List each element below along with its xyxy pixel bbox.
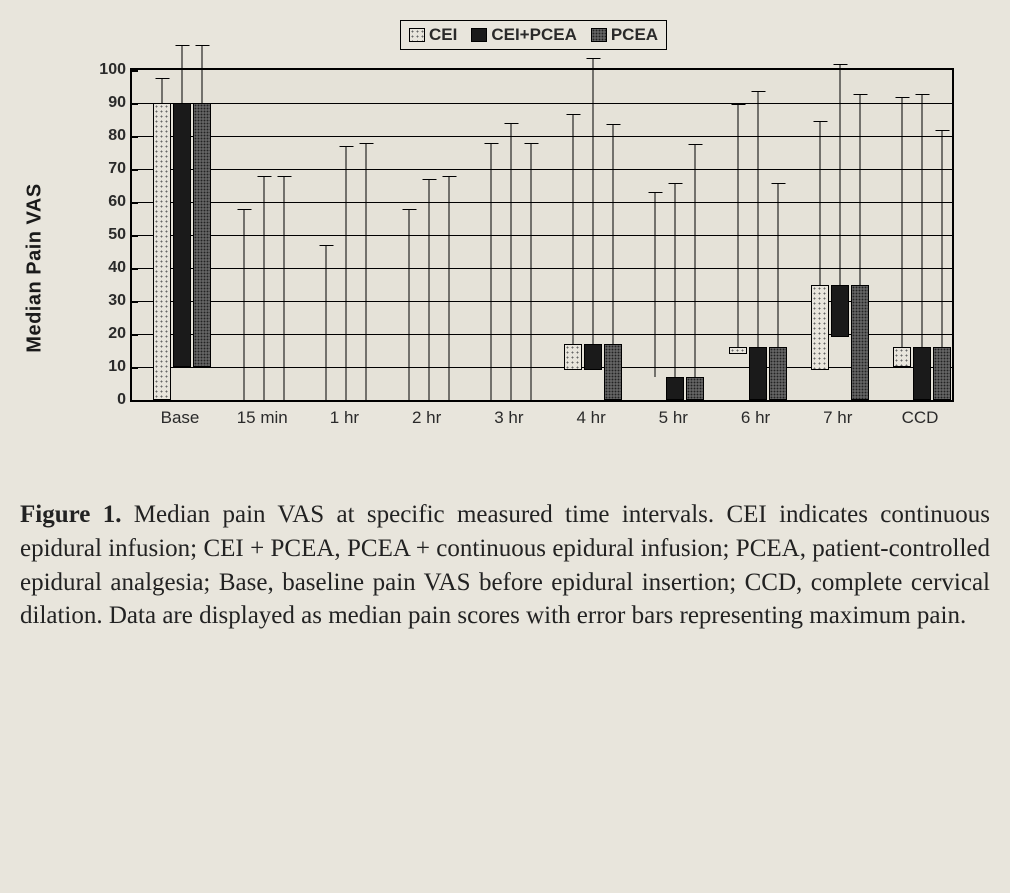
y-tick-label: 10 <box>108 358 132 376</box>
gridline <box>132 235 952 236</box>
error-bar <box>366 143 367 400</box>
legend-item: CEI <box>409 25 457 45</box>
error-bar <box>757 91 758 348</box>
error-bar <box>510 123 511 400</box>
gridline <box>132 103 952 104</box>
x-tick-label: 6 hr <box>741 408 770 428</box>
y-tick-label: 100 <box>99 61 132 79</box>
bar <box>729 347 747 354</box>
error-bar <box>819 121 820 286</box>
x-tick-label: CCD <box>902 408 939 428</box>
error-bar <box>655 192 656 377</box>
legend-item: PCEA <box>591 25 658 45</box>
error-bar <box>346 146 347 400</box>
error-bar <box>839 64 840 285</box>
bar <box>564 344 582 370</box>
bar <box>153 103 171 400</box>
error-bar <box>530 143 531 400</box>
x-tick-label: 7 hr <box>823 408 852 428</box>
bar <box>666 377 684 400</box>
y-tick-label: 40 <box>108 259 132 277</box>
error-bar <box>902 97 903 348</box>
gridline <box>132 136 952 137</box>
legend-item: CEI+PCEA <box>471 25 577 45</box>
bar-group <box>153 103 211 400</box>
x-tick-label: 5 hr <box>659 408 688 428</box>
bar <box>686 377 704 400</box>
bar <box>933 347 951 400</box>
legend-label: CEI <box>429 25 457 45</box>
error-bar <box>182 45 183 104</box>
bar-group <box>646 377 704 400</box>
bar-group <box>729 347 787 400</box>
figure-caption: Figure 1. Median pain VAS at specific me… <box>20 498 990 633</box>
y-tick-label: 70 <box>108 160 132 178</box>
bar-group <box>893 347 951 400</box>
figure-label: Figure 1. <box>20 501 121 528</box>
x-tick-label: 2 hr <box>412 408 441 428</box>
x-tick-label: 1 hr <box>330 408 359 428</box>
y-tick-label: 50 <box>108 226 132 244</box>
x-tick-label: 15 min <box>237 408 288 428</box>
error-bar <box>942 130 943 348</box>
error-bar <box>859 94 860 285</box>
bar <box>851 285 869 401</box>
bar <box>173 103 191 367</box>
plot-area: 0102030405060708090100 <box>130 68 954 402</box>
bar <box>769 347 787 400</box>
y-tick-label: 20 <box>108 325 132 343</box>
bar <box>893 347 911 367</box>
bar <box>604 344 622 400</box>
legend-swatch <box>409 28 425 42</box>
error-bar <box>490 143 491 400</box>
error-bar <box>284 176 285 400</box>
legend-swatch <box>471 28 487 42</box>
error-bar <box>922 94 923 348</box>
error-bar <box>695 144 696 378</box>
x-tick-label: 3 hr <box>494 408 523 428</box>
bar <box>811 285 829 371</box>
error-bar <box>408 209 409 400</box>
bar <box>584 344 602 370</box>
bar <box>193 103 211 367</box>
chart: Median Pain VAS 0102030405060708090100 B… <box>80 58 990 478</box>
error-bar <box>264 176 265 400</box>
error-bar <box>428 179 429 400</box>
legend-label: CEI+PCEA <box>491 25 577 45</box>
legend-label: PCEA <box>611 25 658 45</box>
bar-group <box>811 285 869 401</box>
x-tick-label: 4 hr <box>576 408 605 428</box>
error-bar <box>202 45 203 104</box>
y-axis-label: Median Pain VAS <box>24 183 47 352</box>
legend-swatch <box>591 28 607 42</box>
gridline <box>132 202 952 203</box>
gridline <box>132 268 952 269</box>
y-tick-label: 30 <box>108 292 132 310</box>
error-bar <box>573 114 574 345</box>
error-bar <box>675 183 676 378</box>
x-tick-label: Base <box>161 408 200 428</box>
figure-caption-text: Median pain VAS at specific measured tim… <box>20 501 990 629</box>
error-bar <box>613 124 614 345</box>
error-bar <box>448 176 449 400</box>
figure-container: CEICEI+PCEAPCEA Median Pain VAS 01020304… <box>20 20 990 633</box>
bar <box>749 347 767 400</box>
bar <box>913 347 931 400</box>
bar <box>831 285 849 338</box>
bar-group <box>564 344 622 400</box>
error-bar <box>777 183 778 348</box>
chart-legend: CEI CEI+PCEA PCEA <box>400 20 667 50</box>
y-tick-label: 60 <box>108 193 132 211</box>
gridline <box>132 169 952 170</box>
y-tick-label: 90 <box>108 94 132 112</box>
error-bar <box>162 78 163 104</box>
error-bar <box>326 245 327 400</box>
error-bar <box>244 209 245 400</box>
y-tick-label: 80 <box>108 127 132 145</box>
error-bar <box>737 104 738 348</box>
error-bar <box>593 58 594 345</box>
y-tick-label: 0 <box>117 391 132 409</box>
